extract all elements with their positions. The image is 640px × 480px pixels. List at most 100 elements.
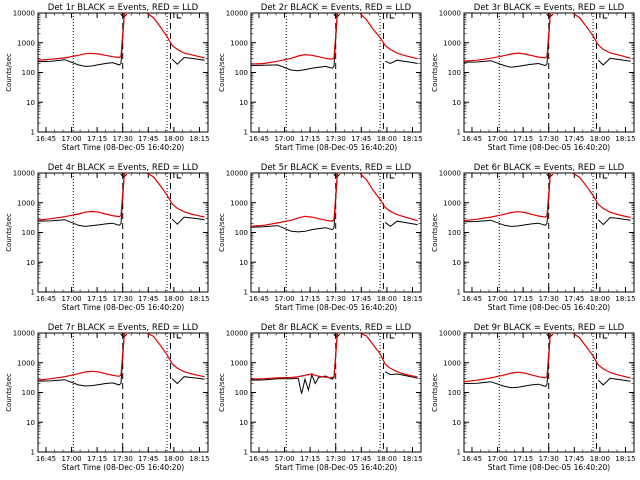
y-tick-label: 1000: [443, 39, 461, 47]
y-tick-label: 1000: [230, 199, 248, 207]
x-tick-label: 17:45: [351, 295, 371, 303]
series-lld-line: [38, 173, 205, 221]
y-tick-label: 1000: [230, 359, 248, 367]
x-tick-label: 18:15: [189, 135, 209, 143]
x-tick-label: 18:00: [164, 135, 184, 143]
interval-end-bracket: [176, 14, 182, 19]
x-axis-label: Start Time (08-Dec-05 16:40:20): [488, 303, 610, 312]
y-tick-label: 1000: [443, 199, 461, 207]
y-tick-label: 10: [239, 419, 248, 427]
x-tick-label: 17:45: [564, 295, 584, 303]
x-tick-label: 17:00: [274, 295, 294, 303]
x-tick-label: 17:30: [113, 295, 133, 303]
x-axis-label: Start Time (08-Dec-05 16:40:20): [62, 303, 184, 312]
y-tick-label: 10000: [439, 330, 461, 338]
x-tick-label: 16:45: [462, 135, 482, 143]
y-tick-label: 100: [235, 389, 248, 397]
series-events-line: [251, 13, 418, 72]
y-axis-label: Counts/sec: [218, 373, 226, 412]
y-tick-label: 1: [244, 129, 248, 137]
y-tick-label: 10: [26, 419, 35, 427]
x-tick-label: 17:45: [138, 295, 158, 303]
x-tick-label: 17:30: [539, 455, 559, 463]
x-tick-label: 17:30: [113, 455, 133, 463]
x-tick-label: 16:45: [36, 135, 56, 143]
x-tick-label: 17:45: [138, 135, 158, 143]
x-tick-label: 17:15: [300, 455, 320, 463]
y-tick-label: 100: [448, 69, 461, 77]
y-tick-label: 1: [244, 449, 248, 457]
y-tick-label: 10000: [439, 170, 461, 178]
chart-panel-8: Det 8r BLACK = Events, RED = LLD 1 10 100 10…: [218, 323, 423, 472]
chart-title: Det 2r BLACK = Events, RED = LLD: [261, 3, 412, 13]
series-lld-line: [38, 333, 205, 381]
series-events-line: [464, 333, 631, 389]
x-tick-label: 18:15: [189, 455, 209, 463]
y-tick-label: 100: [22, 389, 35, 397]
interval-end-bracket: [389, 14, 395, 19]
y-tick-label: 100: [448, 229, 461, 237]
y-tick-label: 1: [31, 289, 35, 297]
y-axis-label: Counts/sec: [431, 213, 439, 252]
x-tick-label: 17:00: [487, 295, 507, 303]
y-tick-label: 10000: [439, 10, 461, 18]
x-tick-label: 18:00: [377, 295, 397, 303]
series-events-line: [464, 173, 631, 227]
x-tick-label: 18:15: [615, 295, 635, 303]
y-tick-label: 100: [448, 389, 461, 397]
interval-end-bracket: [602, 174, 608, 179]
y-tick-label: 100: [22, 69, 35, 77]
y-axis-label: Counts/sec: [431, 53, 439, 92]
x-tick-label: 17:45: [138, 455, 158, 463]
y-tick-label: 1: [244, 289, 248, 297]
y-tick-label: 1000: [230, 39, 248, 47]
x-tick-label: 17:15: [513, 135, 533, 143]
x-tick-label: 17:00: [61, 295, 81, 303]
interval-end-bracket: [602, 14, 608, 19]
x-tick-label: 17:15: [87, 295, 107, 303]
chart-title: Det 6r BLACK = Events, RED = LLD: [474, 163, 625, 173]
x-tick-label: 18:00: [590, 455, 610, 463]
x-tick-label: 17:15: [87, 455, 107, 463]
y-tick-label: 10: [26, 259, 35, 267]
y-tick-label: 10000: [13, 170, 35, 178]
series-lld-line: [251, 13, 418, 65]
series-events-line: [38, 333, 205, 387]
y-tick-label: 10000: [13, 10, 35, 18]
y-tick-label: 10: [239, 259, 248, 267]
x-tick-label: 17:15: [513, 455, 533, 463]
chart-title: Det 5r BLACK = Events, RED = LLD: [261, 163, 412, 173]
x-tick-label: 17:30: [539, 135, 559, 143]
series-lld-line: [464, 13, 631, 62]
series-lld-line: [464, 173, 631, 222]
y-axis-label: Counts/sec: [5, 213, 13, 252]
y-tick-label: 100: [235, 229, 248, 237]
y-tick-label: 100: [235, 69, 248, 77]
series-events-line: [38, 173, 205, 227]
chart-title: Det 7r BLACK = Events, RED = LLD: [48, 323, 199, 333]
y-tick-label: 10000: [226, 170, 248, 178]
chart-panel-4: Det 4r BLACK = Events, RED = LLD 1 10 100 10…: [5, 163, 210, 312]
chart-panel-3: Det 3r BLACK = Events, RED = LLD 1 10 100 10…: [431, 3, 636, 152]
y-tick-label: 10: [26, 99, 35, 107]
x-axis-label: Start Time (08-Dec-05 16:40:20): [62, 143, 184, 152]
x-tick-label: 16:45: [249, 455, 269, 463]
x-tick-label: 17:30: [113, 135, 133, 143]
y-tick-label: 10: [452, 99, 461, 107]
series-lld-line: [464, 333, 631, 383]
series-events-line: [251, 333, 418, 395]
y-axis-label: Counts/sec: [5, 373, 13, 412]
y-tick-label: 10000: [226, 330, 248, 338]
x-tick-label: 18:00: [590, 135, 610, 143]
x-tick-label: 17:00: [487, 135, 507, 143]
y-tick-label: 1: [457, 449, 461, 457]
y-tick-label: 1000: [443, 359, 461, 367]
x-tick-label: 17:45: [351, 455, 371, 463]
x-tick-label: 16:45: [36, 295, 56, 303]
x-tick-label: 16:45: [462, 295, 482, 303]
series-lld-line: [38, 13, 205, 61]
chart-title: Det 1r BLACK = Events, RED = LLD: [48, 3, 199, 13]
x-tick-label: 18:15: [402, 135, 422, 143]
series-events-line: [251, 173, 418, 233]
